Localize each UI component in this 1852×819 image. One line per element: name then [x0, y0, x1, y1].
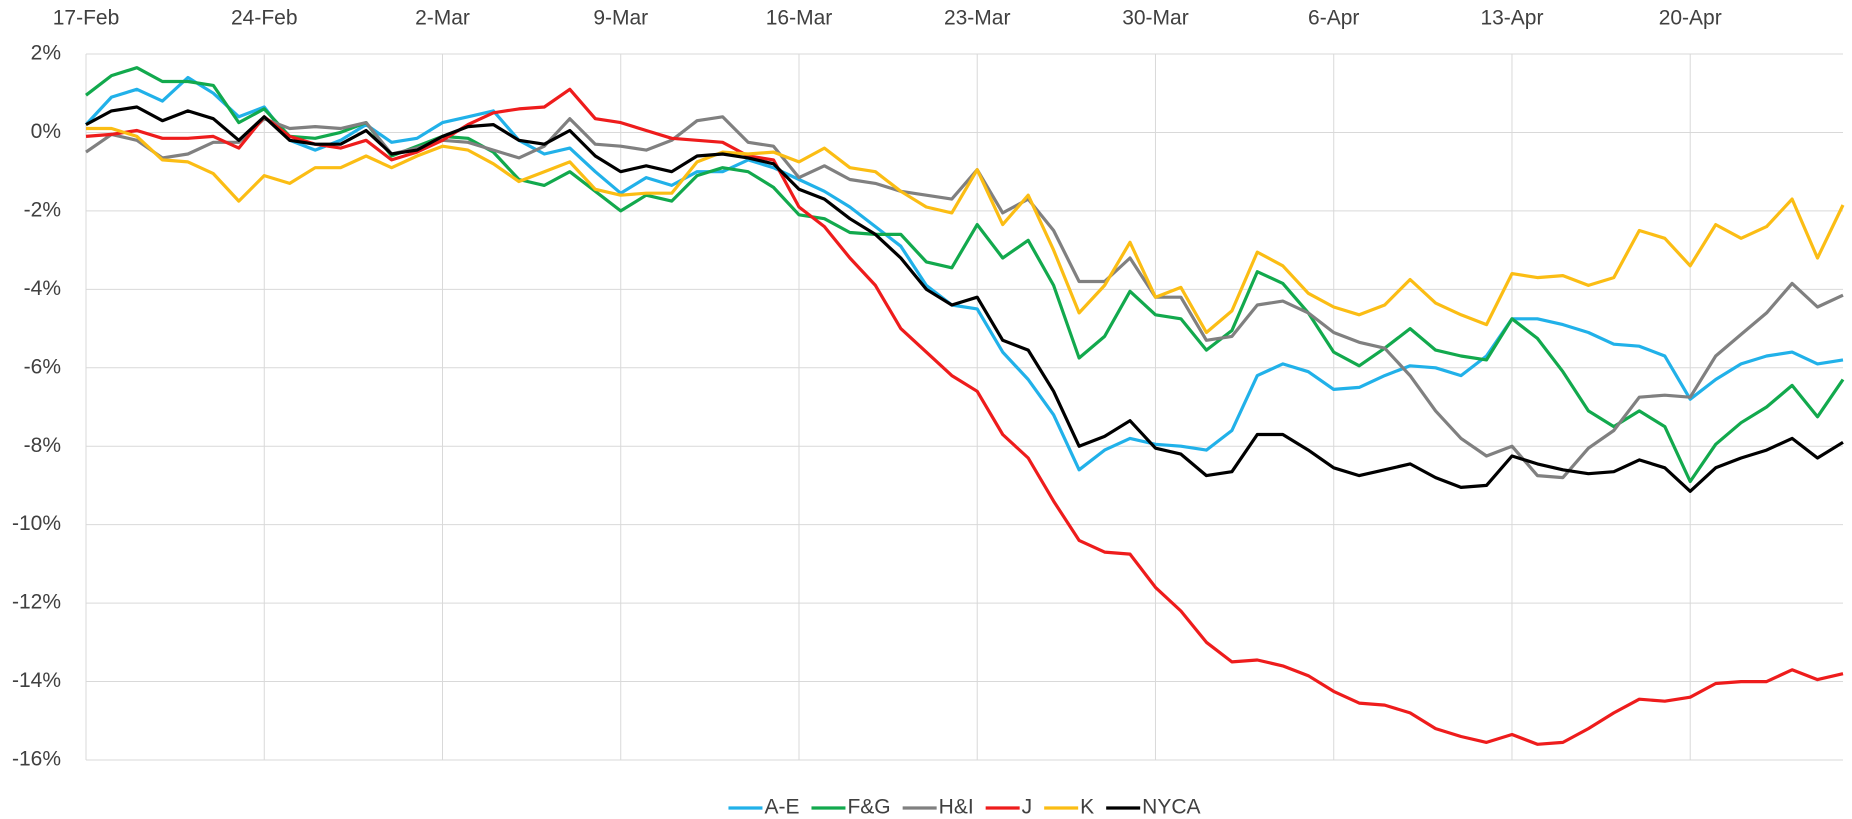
- y-tick-label: -16%: [12, 748, 61, 771]
- x-tick-label: 9-Mar: [593, 7, 648, 30]
- legend-label: K: [1080, 796, 1094, 819]
- series-line: [84, 75, 1844, 472]
- y-tick-label: 2%: [31, 42, 61, 65]
- series-line: [85, 105, 1844, 493]
- y-tick-label: -4%: [24, 277, 61, 300]
- y-tick-label: -6%: [24, 355, 61, 378]
- x-tick-label: 16-Mar: [766, 7, 833, 30]
- y-tick-label: -2%: [24, 198, 61, 221]
- legend-label: NYCA: [1142, 796, 1200, 819]
- x-tick-label: 13-Apr: [1480, 7, 1543, 30]
- y-tick-label: -12%: [12, 591, 61, 614]
- x-tick-label: 17-Feb: [53, 7, 120, 30]
- x-tick-label: 30-Mar: [1122, 7, 1189, 30]
- y-tick-label: 0%: [31, 120, 61, 143]
- x-tick-label: 6-Apr: [1308, 7, 1359, 30]
- legend-label: J: [1022, 796, 1033, 819]
- x-tick-label: 20-Apr: [1659, 7, 1722, 30]
- series-line: [85, 87, 1844, 746]
- series-line: [86, 126, 1845, 335]
- x-tick-label: 23-Mar: [944, 7, 1011, 30]
- series-line: [85, 115, 1844, 480]
- series-line: [85, 66, 1845, 484]
- legend-label: F&G: [847, 796, 890, 819]
- x-tick-label: 24-Feb: [231, 7, 298, 30]
- legend-label: H&I: [939, 796, 974, 819]
- legend-label: A-E: [764, 796, 799, 819]
- y-tick-label: -14%: [12, 669, 61, 692]
- legend: A-E F&G H&I J K NYCA: [728, 796, 1201, 819]
- x-tick-label: 2-Mar: [415, 7, 470, 30]
- y-tick-label: -8%: [24, 434, 61, 457]
- y-tick-label: -10%: [12, 512, 61, 535]
